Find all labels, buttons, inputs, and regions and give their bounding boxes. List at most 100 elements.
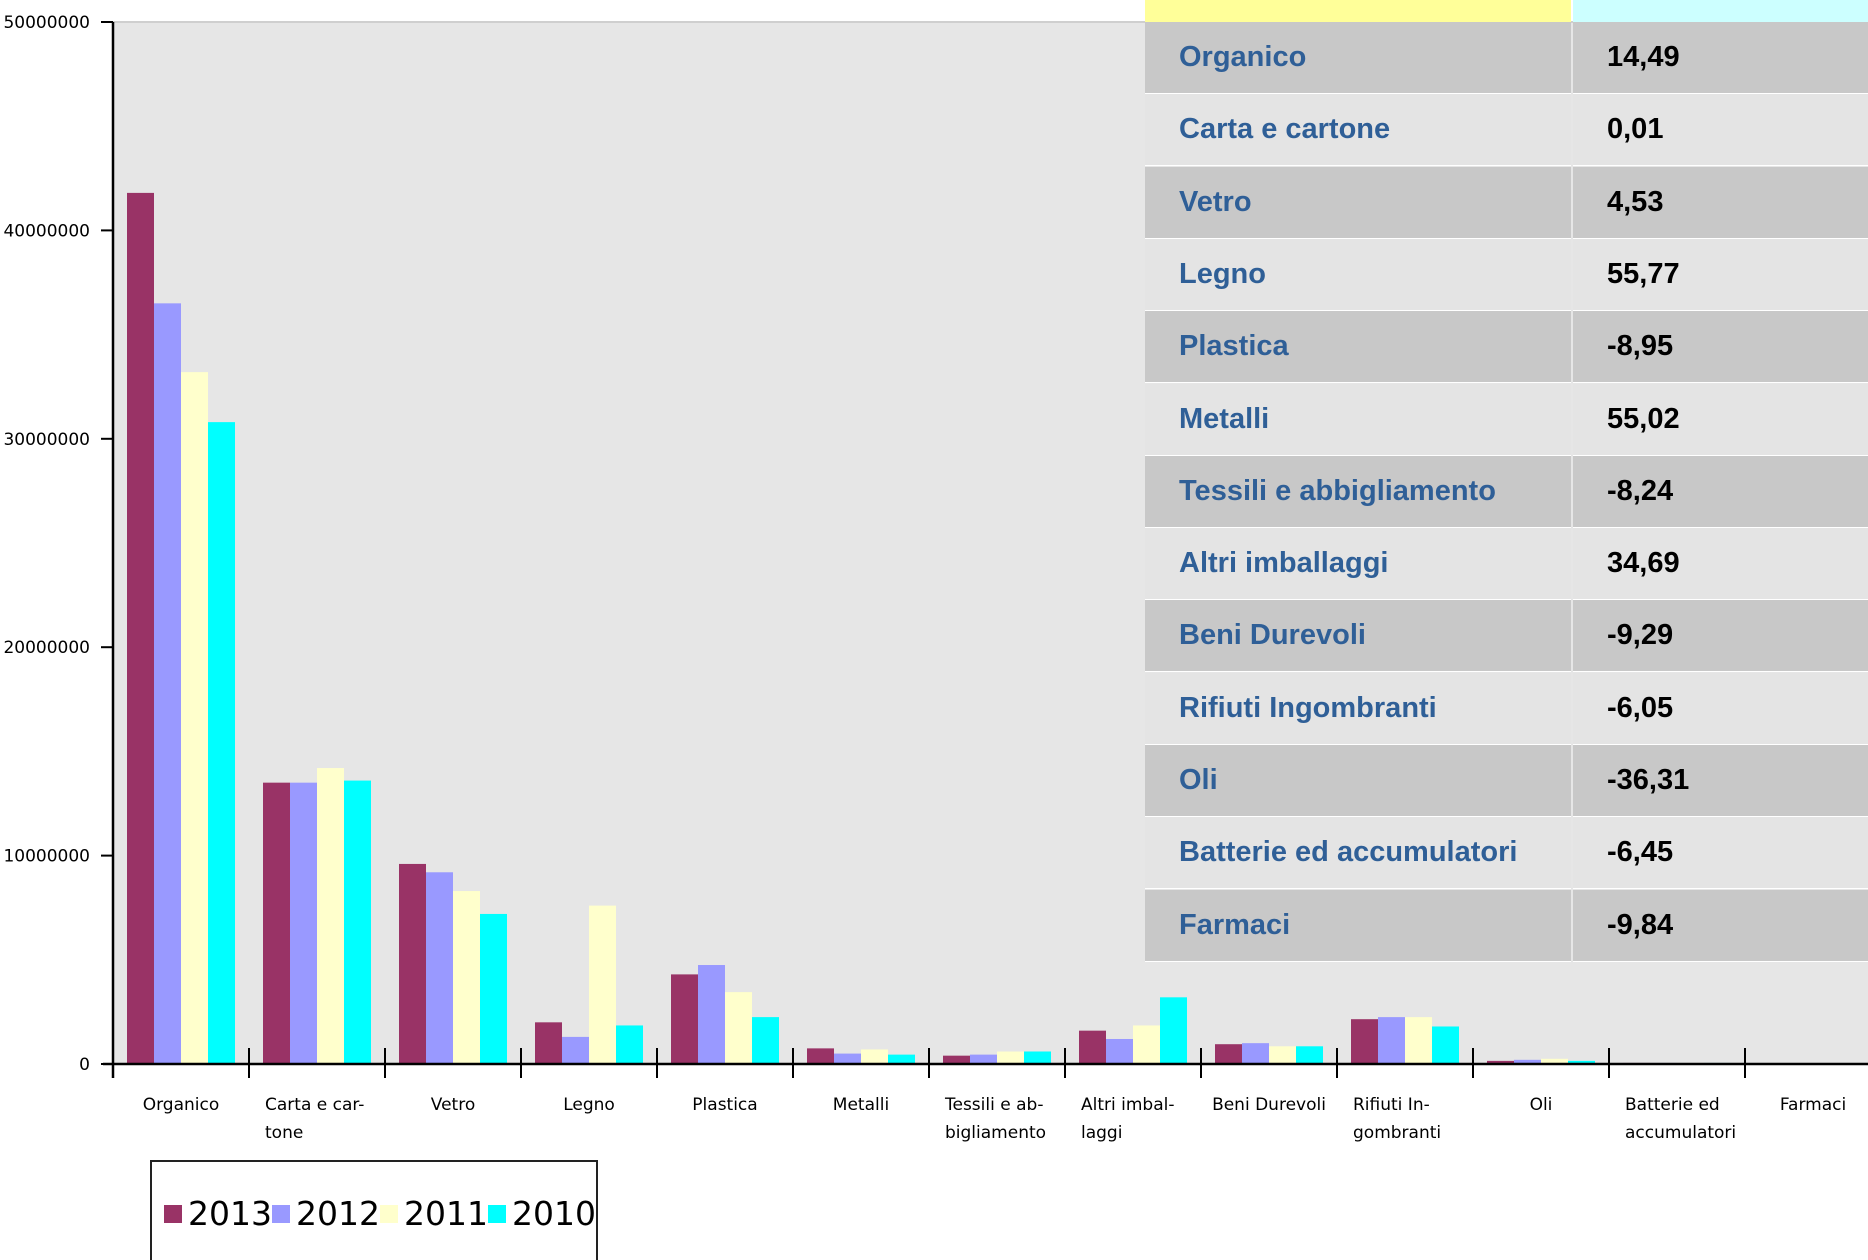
percentage-change-table: Organico 14,49 Carta e cartone 0,01 Vetro 4,5… bbox=[1145, 0, 1868, 962]
row-category-name: Metalli bbox=[1145, 383, 1571, 456]
bar-2011-6 bbox=[997, 1051, 1024, 1064]
bar-2010-8 bbox=[1296, 1046, 1323, 1064]
bar-2012-1 bbox=[290, 782, 317, 1064]
bar-2011-4 bbox=[725, 992, 752, 1064]
row-percent-value: 55,77 bbox=[1573, 238, 1868, 311]
row-percent-value: -9,29 bbox=[1573, 600, 1868, 673]
row-category-name: Carta e cartone bbox=[1145, 94, 1571, 167]
row-percent-value: -36,31 bbox=[1573, 745, 1868, 817]
x-category-label: Beni Durevoli bbox=[1212, 1095, 1326, 1115]
legend-item-2013: 2013 bbox=[164, 1194, 272, 1233]
row-category-name: Rifiuti Ingombranti bbox=[1145, 672, 1571, 745]
table-row: Plastica -8,95 bbox=[1145, 311, 1868, 384]
x-category-label: Organico bbox=[143, 1095, 220, 1115]
bar-2012-6 bbox=[970, 1054, 997, 1064]
legend-item-2011: 2011 bbox=[380, 1194, 488, 1233]
legend-item-2012: 2012 bbox=[272, 1194, 380, 1233]
row-percent-value: -8,24 bbox=[1573, 455, 1868, 528]
bar-2010-3 bbox=[616, 1025, 643, 1064]
table-row: Legno 55,77 bbox=[1145, 238, 1868, 311]
bar-2012-2 bbox=[426, 872, 453, 1064]
table-row: Tessili e abbigliamento -8,24 bbox=[1145, 455, 1868, 528]
legend-label: 2010 bbox=[512, 1194, 596, 1233]
bar-2013-10 bbox=[1487, 1060, 1514, 1064]
legend-label: 2011 bbox=[404, 1194, 488, 1233]
row-percent-value: 4,53 bbox=[1573, 166, 1868, 239]
row-category-name: Oli bbox=[1145, 745, 1571, 817]
bar-2011-7 bbox=[1133, 1025, 1160, 1064]
bar-2012-3 bbox=[562, 1036, 589, 1064]
x-category-label: Batterie ed accumulatori bbox=[1625, 1095, 1736, 1143]
bar-2010-5 bbox=[888, 1054, 915, 1064]
row-percent-value: -9,84 bbox=[1573, 889, 1868, 962]
x-category-label: Tessili e ab-bigliamento bbox=[944, 1095, 1046, 1143]
bar-2013-1 bbox=[263, 782, 290, 1064]
x-category-label: Altri imbal-laggi bbox=[1081, 1095, 1174, 1143]
x-category-label: Carta e car-tone bbox=[265, 1095, 364, 1143]
table-header-left bbox=[1145, 0, 1571, 22]
bar-2011-1 bbox=[317, 768, 344, 1064]
bar-2013-7 bbox=[1079, 1030, 1106, 1064]
row-category-name: Legno bbox=[1145, 238, 1571, 311]
bar-2011-10 bbox=[1541, 1058, 1568, 1064]
row-percent-value: -6,45 bbox=[1573, 817, 1868, 890]
bar-2012-10 bbox=[1514, 1059, 1541, 1064]
bar-2010-7 bbox=[1160, 997, 1187, 1064]
row-percent-value: 34,69 bbox=[1573, 528, 1868, 601]
table-row: Beni Durevoli -9,29 bbox=[1145, 600, 1868, 673]
bar-2012-0 bbox=[154, 303, 181, 1065]
legend-swatch bbox=[164, 1204, 182, 1223]
x-category-label: Plastica bbox=[692, 1095, 757, 1115]
legend-label: 2013 bbox=[188, 1194, 272, 1233]
bar-2011-2 bbox=[453, 891, 480, 1064]
bar-2012-7 bbox=[1106, 1038, 1133, 1064]
table-row: Carta e cartone 0,01 bbox=[1145, 94, 1868, 167]
y-tick-label: 50000000 bbox=[3, 13, 90, 33]
bar-2013-6 bbox=[943, 1055, 970, 1064]
bar-2010-6 bbox=[1024, 1051, 1051, 1064]
table-row: Altri imballaggi 34,69 bbox=[1145, 528, 1868, 601]
row-percent-value: -6,05 bbox=[1573, 672, 1868, 745]
x-category-label: Metalli bbox=[833, 1095, 889, 1115]
table-row: Batterie ed accumulatori -6,45 bbox=[1145, 817, 1868, 890]
y-tick-label: 0 bbox=[79, 1055, 90, 1075]
chart-legend: 2013 2012 2011 2010 bbox=[150, 1160, 598, 1260]
bar-2013-0 bbox=[127, 192, 154, 1064]
bar-2012-5 bbox=[834, 1053, 861, 1064]
table-header-right bbox=[1573, 0, 1868, 22]
y-tick-label: 30000000 bbox=[3, 430, 90, 450]
row-category-name: Organico bbox=[1145, 22, 1571, 94]
y-tick-label: 10000000 bbox=[3, 847, 90, 867]
x-category-label: Legno bbox=[563, 1095, 615, 1115]
bar-2013-3 bbox=[535, 1022, 562, 1064]
bar-2012-9 bbox=[1378, 1017, 1405, 1064]
legend-swatch bbox=[272, 1204, 290, 1223]
row-category-name: Vetro bbox=[1145, 166, 1571, 239]
table-row: Rifiuti Ingombranti -6,05 bbox=[1145, 672, 1868, 745]
table-row: Vetro 4,53 bbox=[1145, 166, 1868, 239]
row-category-name: Tessili e abbigliamento bbox=[1145, 455, 1571, 528]
legend-label: 2012 bbox=[296, 1194, 380, 1233]
bar-2010-0 bbox=[208, 422, 235, 1064]
bar-2010-4 bbox=[752, 1017, 779, 1064]
bar-2011-9 bbox=[1405, 1017, 1432, 1064]
row-category-name: Beni Durevoli bbox=[1145, 600, 1571, 673]
bar-2012-4 bbox=[698, 965, 725, 1064]
table-row: Organico 14,49 bbox=[1145, 22, 1868, 94]
legend-swatch bbox=[488, 1204, 506, 1223]
bar-2011-8 bbox=[1269, 1046, 1296, 1064]
table-row: Farmaci -9,84 bbox=[1145, 889, 1868, 962]
x-category-label: Rifiuti In-gombranti bbox=[1353, 1095, 1441, 1143]
x-category-label: Farmaci bbox=[1780, 1095, 1846, 1115]
bar-2010-1 bbox=[344, 780, 371, 1064]
bar-2010-2 bbox=[480, 913, 507, 1064]
row-category-name: Altri imballaggi bbox=[1145, 528, 1571, 601]
bar-2013-4 bbox=[671, 974, 698, 1064]
bar-2010-10 bbox=[1568, 1060, 1595, 1064]
bar-2012-8 bbox=[1242, 1043, 1269, 1064]
y-tick-label: 20000000 bbox=[3, 638, 90, 658]
y-tick-label: 40000000 bbox=[3, 221, 90, 241]
row-category-name: Batterie ed accumulatori bbox=[1145, 817, 1571, 890]
bar-2010-9 bbox=[1432, 1026, 1459, 1064]
legend-item-2010: 2010 bbox=[488, 1194, 596, 1233]
